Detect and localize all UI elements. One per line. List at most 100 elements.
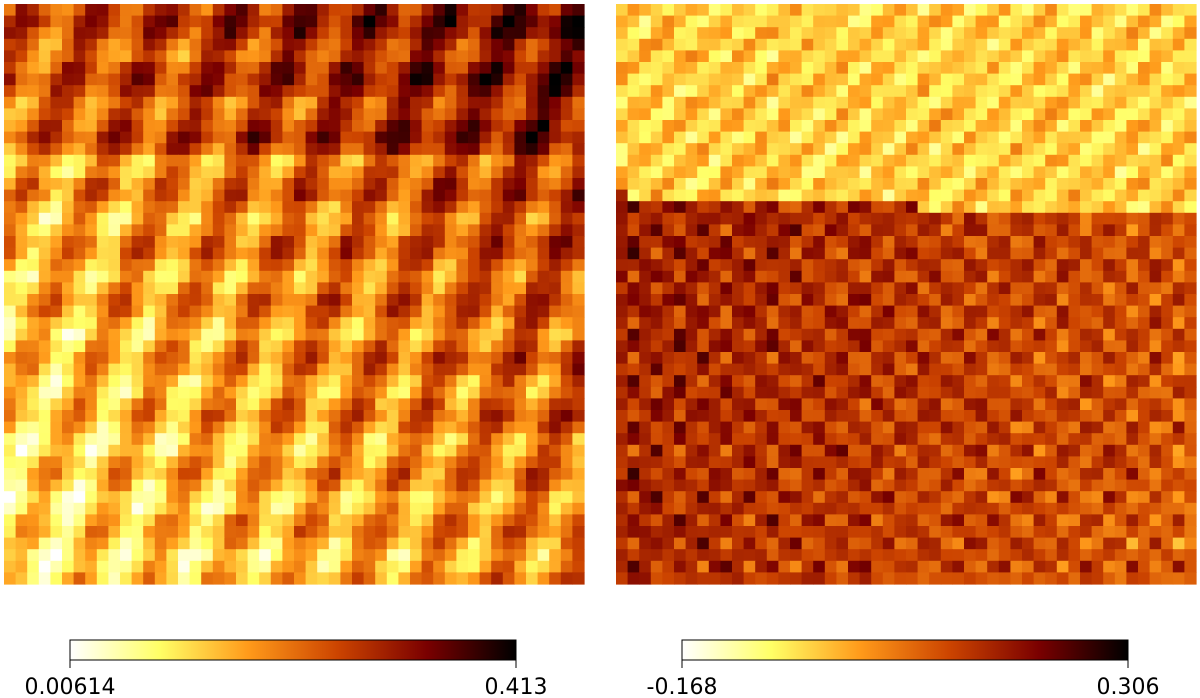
heatmap-cell [1172, 73, 1185, 86]
heatmap-cell [755, 38, 768, 51]
heatmap-cell [560, 166, 573, 179]
heatmap-cell [444, 15, 457, 28]
heatmap-cell [1010, 259, 1023, 272]
heatmap-cell [1010, 96, 1023, 109]
heatmap-cell [697, 560, 710, 573]
heatmap-cell [755, 189, 768, 202]
heatmap-cell [282, 166, 295, 179]
heatmap-cell [386, 247, 399, 260]
heatmap-cell [836, 410, 849, 423]
heatmap-cell [259, 62, 272, 75]
heatmap-cell [1172, 444, 1185, 457]
heatmap-cell [1080, 502, 1093, 515]
heatmap-cell [871, 38, 884, 51]
heatmap-cell [502, 398, 515, 411]
heatmap-cell [526, 282, 539, 295]
heatmap-cell [212, 131, 225, 144]
heatmap-cell [247, 317, 260, 330]
heatmap-cell [108, 491, 121, 504]
heatmap-cell [987, 259, 1000, 272]
heatmap-cell [305, 38, 318, 51]
heatmap-cell [1126, 154, 1139, 167]
heatmap-cell [697, 456, 710, 469]
heatmap-cell [178, 363, 191, 376]
heatmap-cell [952, 189, 965, 202]
heatmap-cell [259, 502, 272, 515]
heatmap-cell [1103, 131, 1116, 144]
heatmap-cell [1010, 514, 1023, 527]
heatmap-cell [247, 294, 260, 307]
heatmap-cell [305, 560, 318, 573]
heatmap-cell [526, 189, 539, 202]
heatmap-cell [790, 282, 803, 295]
heatmap-cell [212, 259, 225, 272]
heatmap-cell [468, 27, 481, 40]
heatmap-cell [50, 433, 63, 446]
heatmap-cell [96, 38, 109, 51]
heatmap-cell [398, 259, 411, 272]
heatmap-cell [166, 421, 179, 434]
heatmap-cell [778, 444, 791, 457]
heatmap-cell [352, 468, 365, 481]
heatmap-cell [650, 421, 663, 434]
heatmap-cell [120, 143, 133, 156]
heatmap-cell [894, 549, 907, 562]
heatmap-cell [212, 410, 225, 423]
heatmap-cell [906, 502, 919, 515]
heatmap-cell [1080, 178, 1093, 191]
heatmap-cell [502, 62, 515, 75]
heatmap-cell [1022, 212, 1035, 225]
heatmap-cell [1184, 444, 1197, 457]
heatmap-cell [766, 154, 779, 167]
heatmap-cell [328, 537, 341, 550]
heatmap-cell [479, 468, 492, 481]
heatmap-cell [1138, 468, 1151, 481]
heatmap-cell [929, 154, 942, 167]
heatmap-cell [940, 433, 953, 446]
heatmap-cell [801, 386, 814, 399]
heatmap-cell [259, 50, 272, 63]
heatmap-cell [421, 514, 434, 527]
heatmap-cell [120, 282, 133, 295]
heatmap-cell [352, 178, 365, 191]
heatmap-cell [479, 560, 492, 573]
heatmap-cell [375, 444, 388, 457]
heatmap-cell [224, 572, 237, 585]
heatmap-cell [720, 433, 733, 446]
heatmap-cell [479, 224, 492, 237]
heatmap-cell [627, 317, 640, 330]
heatmap-cell [572, 96, 585, 109]
heatmap-cell [27, 317, 40, 330]
heatmap-cell [537, 549, 550, 562]
heatmap-cell [848, 433, 861, 446]
heatmap-cell [1172, 247, 1185, 260]
heatmap-cell [906, 282, 919, 295]
heatmap-cell [305, 120, 318, 133]
heatmap-cell [662, 120, 675, 133]
heatmap-cell [73, 38, 86, 51]
heatmap-cell [964, 363, 977, 376]
heatmap-cell [697, 143, 710, 156]
heatmap-cell [375, 85, 388, 98]
heatmap-cell [108, 305, 121, 318]
heatmap-cell [352, 502, 365, 515]
heatmap-cell [189, 212, 202, 225]
heatmap-cell [282, 572, 295, 585]
heatmap-cell [1091, 317, 1104, 330]
heatmap-cell [871, 514, 884, 527]
heatmap-cell [456, 154, 469, 167]
heatmap-cell [1045, 236, 1058, 249]
heatmap-cell [1184, 560, 1197, 573]
heatmap-cell [352, 491, 365, 504]
heatmap-cell [906, 143, 919, 156]
heatmap-cell [1068, 537, 1081, 550]
heatmap-cell [894, 236, 907, 249]
heatmap-cell [572, 259, 585, 272]
heatmap-cell [1149, 352, 1162, 365]
heatmap-cell [1114, 143, 1127, 156]
heatmap-cell [212, 468, 225, 481]
heatmap-cell [166, 398, 179, 411]
heatmap-cell [514, 386, 527, 399]
heatmap-cell [639, 96, 652, 109]
heatmap-cell [549, 363, 562, 376]
